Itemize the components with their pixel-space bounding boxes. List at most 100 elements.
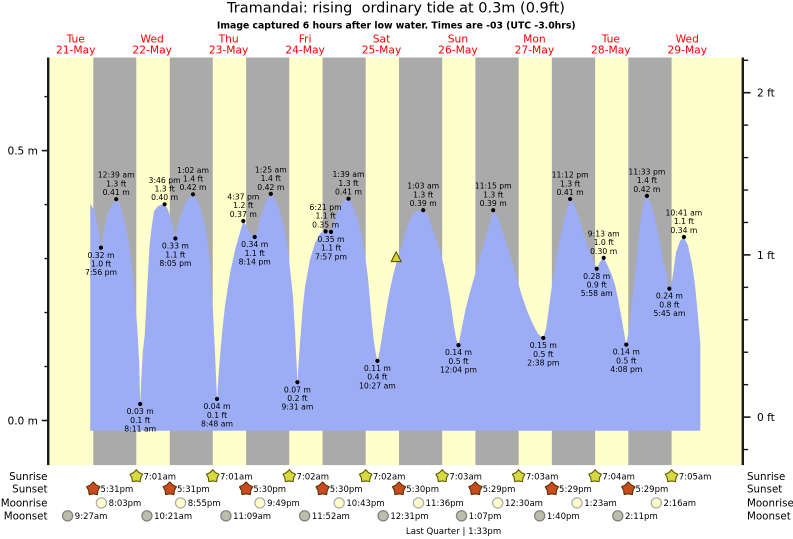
sunrise-time-label: 7:03am (526, 472, 559, 482)
day-date-label: 23-May (209, 43, 249, 56)
axes-layer: 0.5 m 0.0 m 2 ft 1 ft 0 ft (7, 57, 775, 466)
day-name-label: Tue (601, 32, 620, 45)
moonset-time-label: 9:27am (75, 512, 108, 522)
low-tide-label-line: 0.34 m (241, 240, 268, 249)
sunset-star-icon (86, 481, 101, 496)
day-date-label: 28-May (591, 43, 631, 56)
high-tide-label-line: 1.4 ft (183, 175, 203, 184)
high-tide-label-line: 0.34 m (670, 226, 697, 235)
now-marker-layer (390, 251, 402, 263)
high-tide-label-line: 1:39 am (333, 170, 365, 179)
chart-subtitle: Image captured 6 hours after low water. … (217, 20, 576, 31)
high-tide-label-line: 1.2 ft (233, 201, 253, 210)
chart-title: Tramandai: rising ordinary tide at 0.3m … (226, 1, 565, 17)
right-axis-minor-tick (744, 383, 749, 386)
high-tide-label-line: 0.37 m (230, 210, 257, 219)
tide-extreme-dot (323, 229, 328, 234)
tide-extreme-dot (624, 342, 629, 347)
moonrise-time-label: 1:23am (584, 499, 617, 509)
moonrise-circle-icon (571, 497, 583, 509)
moonrise-circle-icon (650, 497, 662, 509)
left-axis-minor-tick (44, 365, 49, 368)
tide-extreme-dot (295, 380, 300, 385)
right-axis-tick-label: 0 ft (757, 412, 775, 424)
day-date-label: 27-May (515, 43, 555, 56)
right-axis-minor-tick (744, 156, 749, 159)
low-tide-label-line: 2:38 pm (527, 359, 559, 368)
sunrise-star-icon (511, 469, 526, 483)
sunrise-star-icon (664, 469, 679, 483)
sunset-time-label: 5:29pm (635, 485, 668, 495)
tide-extreme-dot (421, 208, 426, 213)
high-tide-label-line: 1.3 ft (483, 190, 503, 199)
high-tide-label-line: 11:33 pm (628, 167, 665, 176)
sunset-star-icon (621, 481, 636, 496)
moonset-time-label: 10:21am (154, 512, 192, 522)
sunrise-time-label: 7:01am (220, 472, 253, 482)
low-tide-label-line: 4:08 pm (610, 365, 642, 374)
high-tide-label-line: 1.1 ft (674, 217, 694, 226)
high-tide-label-line: 1.3 ft (338, 179, 358, 188)
high-tide-label-line: 1:02 am (177, 166, 209, 175)
high-tide-label-line: 1.3 ft (154, 185, 174, 194)
tide-curve-layer (90, 193, 701, 431)
moonset-time-label: 1:07pm (469, 512, 502, 522)
high-tide-label-line: 1.0 ft (594, 238, 614, 247)
sunset-time-label: 5:29pm (559, 485, 592, 495)
day-name-label: Wed (676, 32, 699, 45)
low-tide-label-line: 0.2 ft (287, 394, 307, 403)
sunset-time-label: 5:30pm (253, 485, 286, 495)
day-date-label: 26-May (438, 43, 478, 56)
low-tide-label-line: 0.15 m (530, 341, 557, 350)
high-tide-label-line: 0.39 m (480, 199, 507, 208)
right-axis-minor-tick (744, 124, 749, 126)
moonrise-time-label: 8:03pm (109, 499, 142, 509)
low-tide-label-line: 0.35 m (317, 235, 344, 244)
moonrise-time-label: 2:16am (663, 499, 696, 509)
sunrise-star-icon (205, 469, 220, 483)
high-tide-label-line: 1:03 am (407, 182, 439, 191)
moonset-circle-icon (455, 510, 468, 522)
high-tide-label-line: 4:37 pm (227, 192, 259, 201)
low-tide-label-line: 0.03 m (127, 407, 154, 416)
tide-extreme-dot (328, 229, 334, 234)
sunrise-star-icon (358, 469, 373, 483)
sunrise-time-label: 7:02am (296, 472, 329, 482)
low-tide-label-line: 7:57 pm (315, 252, 347, 261)
high-tide-label-line: 10:41 am (665, 209, 702, 218)
day-name-label: Tue (66, 32, 85, 45)
tide-extreme-dot (375, 358, 380, 364)
low-tide-label-line: 0.11 m (364, 364, 391, 373)
low-tide-label-line: 0.28 m (583, 272, 610, 281)
moonrise-circle-icon (492, 497, 504, 509)
sunrise-time-label: 7:05am (679, 472, 712, 482)
low-tide-label-line: 1.0 ft (91, 260, 111, 269)
low-tide-label-line: 0.14 m (613, 348, 640, 357)
sunrise-star-icon (129, 469, 144, 483)
tide-extreme-dot (214, 396, 220, 402)
sunrise-time-label: 7:01am (144, 472, 177, 482)
sunrise-time-label: 7:03am (449, 472, 482, 482)
high-tide-label-line: 0.42 m (179, 183, 206, 192)
moonset-circle-icon (612, 510, 624, 522)
high-tide-label-line: 1:25 am (255, 165, 287, 174)
tide-extreme-dot (190, 192, 196, 197)
low-tide-label-line: 1.1 ft (165, 250, 185, 259)
day-name-label: Mon (523, 32, 546, 45)
row-label-left-sunrise: Sunrise (9, 471, 47, 483)
day-name-label: Sat (373, 32, 391, 45)
low-tide-label-line: 0.14 m (445, 348, 472, 357)
tide-extreme-dot (138, 401, 143, 407)
left-axis-major-tick (41, 149, 49, 152)
sunrise-time-label: 7:02am (373, 472, 406, 482)
high-tide-label-line: 11:15 pm (475, 182, 512, 191)
moonset-circle-icon (220, 510, 232, 522)
low-tide-label-line: 1.1 ft (321, 244, 341, 253)
day-name-label: Fri (299, 32, 312, 45)
low-tide-label-line: 8:11 am (124, 424, 156, 433)
low-tide-label-line: 0.4 ft (367, 373, 387, 382)
moonrise-time-label: 11:36pm (426, 499, 464, 509)
sunrise-star-icon (588, 469, 602, 483)
